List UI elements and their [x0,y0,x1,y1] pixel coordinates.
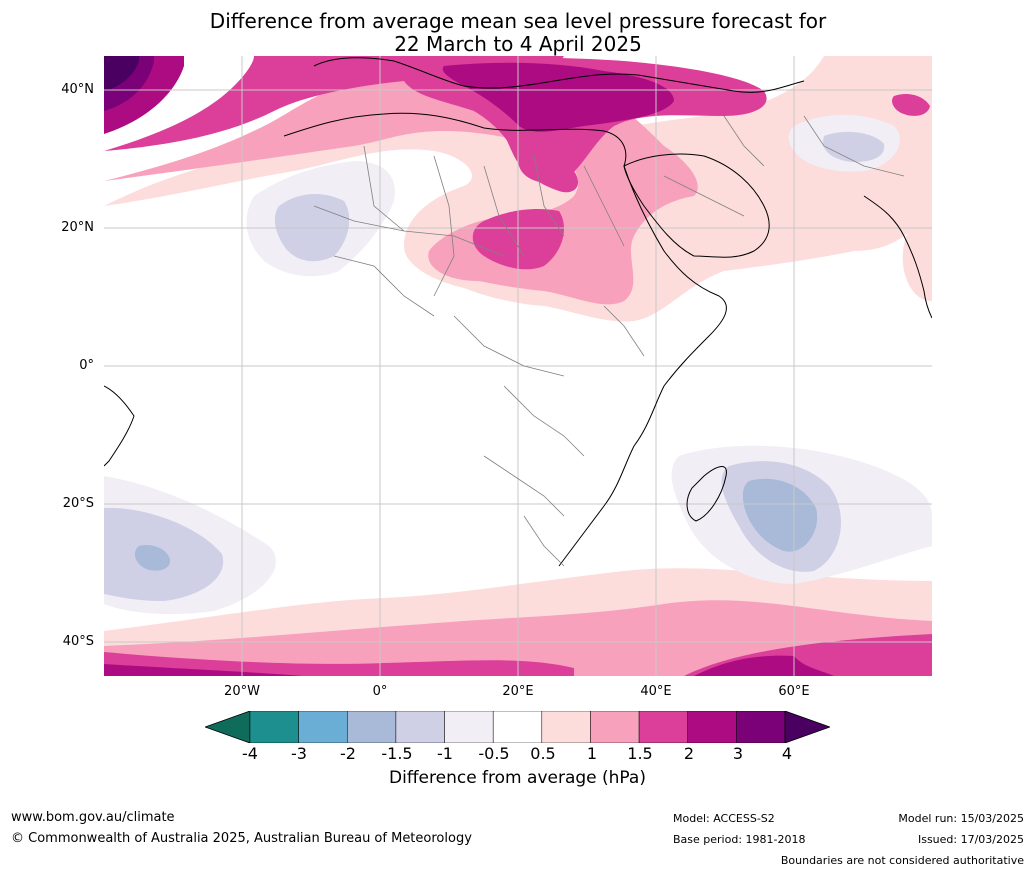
colorbar-tick: -2 [340,744,356,763]
colorbar-tick: 0.5 [530,744,556,763]
lon-label-20e: 20°E [502,684,534,699]
madagascar-coastline [686,466,727,522]
footer-model: Model: ACCESS-S2 [673,812,775,825]
colorbar-segment [395,711,445,743]
lat-label-20s: 20°S [62,496,94,511]
south-band-20b [694,655,834,676]
north-band-40-west [104,56,139,91]
lon-label-40e: 40°E [640,684,672,699]
south-band-20 [104,664,304,676]
map-canvas [104,56,932,676]
east-asia-high-15 [892,94,930,116]
sw-coast-partial [104,385,135,467]
indian-ocean-low-15 [742,478,818,552]
central-asia-low-10 [823,131,885,162]
south-band-15 [104,652,574,676]
colorbar-tick: -4 [242,744,258,763]
colorbar-extend-low [205,711,251,743]
footer-issued: Issued: 17/03/2025 [917,833,1024,846]
colorbar-segment [492,711,543,743]
footer-copyright: © Commonwealth of Australia 2025, Austra… [11,831,472,846]
colorbar-label: Difference from average (hPa) [389,768,646,788]
arabia-coastline [623,153,770,258]
lat-label-40n: 40°N [61,82,94,97]
footer-disclaimer: Boundaries are not considered authoritat… [780,854,1024,867]
colorbar-segment [249,711,299,743]
footer-model-run: Model run: 15/03/2025 [898,812,1024,825]
colorbar-extend-high [784,711,830,743]
colorbar-segment [590,711,640,743]
lat-label-40s: 40°S [62,634,94,649]
colorbar-tick: 3 [732,744,744,763]
colorbar-tick: -1 [437,744,453,763]
lon-label-0: 0° [372,684,388,699]
colorbar-tick: 2 [683,744,695,763]
country-borders [313,115,905,567]
map-gridlines [104,56,932,676]
colorbar-tick: -0.5 [478,744,510,763]
colorbar-segment [541,711,591,743]
india-coastline [863,195,932,319]
colorbar-segment [347,711,397,743]
med-high-20 [442,62,674,132]
colorbar-tick: 4 [781,744,793,763]
colorbar-segment [687,711,737,743]
colorbar-tick: -1.5 [381,744,413,763]
europe-coastline [313,57,805,93]
lat-label-0: 0° [79,358,94,373]
footer-base-period: Base period: 1981-2018 [673,833,806,846]
colorbar-tick: 1 [586,744,598,763]
colorbar-segment [444,711,494,743]
s-atlantic-low-15 [134,545,170,571]
lon-label-60e: 60°E [778,684,810,699]
colorbar-segment [736,711,786,743]
map-title-line-1: Difference from average mean sea level p… [209,9,827,33]
map-title-line-2: 22 March to 4 April 2025 [394,32,642,56]
lat-label-20n: 20°N [61,220,94,235]
colorbar-segment [298,711,348,743]
colorbar-segment [638,711,688,743]
lon-label-20w: 20°W [224,684,260,699]
pressure-anomaly-map [104,56,932,676]
footer-website: www.bom.gov.au/climate [11,810,175,825]
colorbar-tick: -3 [291,744,307,763]
colorbar [205,711,830,743]
africa-coastline [283,112,727,567]
colorbar-tick: 1.5 [627,744,653,763]
india-high-05 [902,206,932,301]
